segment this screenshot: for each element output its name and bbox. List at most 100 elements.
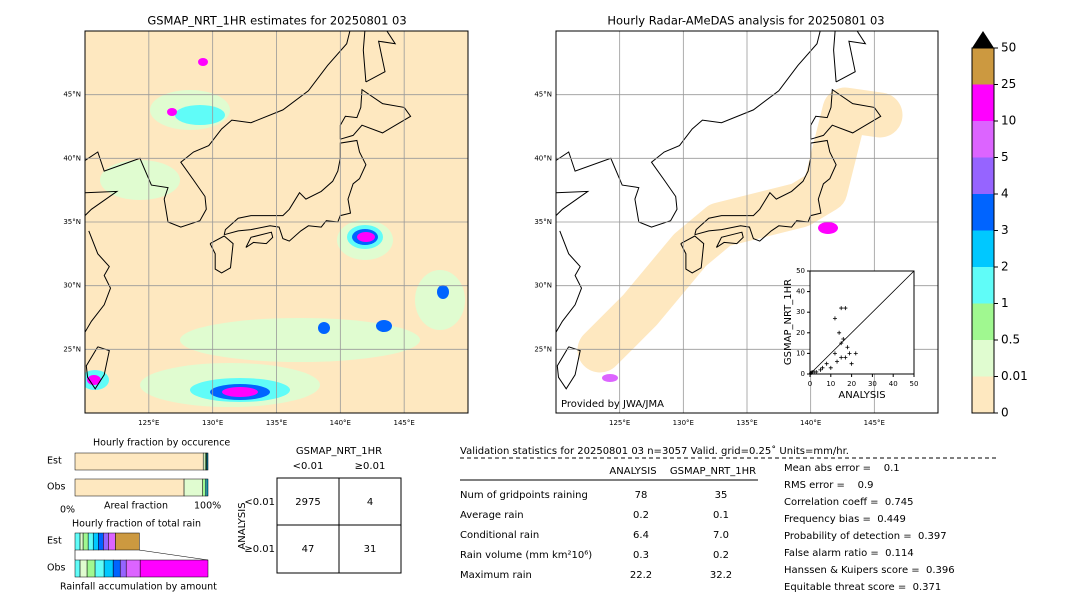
rain-segment	[119, 559, 127, 578]
scatter-point	[832, 316, 837, 321]
lon-tick-label: 135°E	[736, 419, 757, 427]
coastline	[85, 346, 110, 390]
contingency-title: GSMAP_NRT_1HR	[296, 446, 382, 457]
lon-tick-label: 130°E	[202, 419, 223, 427]
scatter-point	[843, 355, 848, 360]
cell: 32.2	[710, 570, 732, 581]
colorbar-segment	[972, 303, 994, 340]
colorbar-label: 1	[1001, 296, 1009, 310]
y-tick-label: 30	[796, 308, 805, 316]
coastline	[556, 230, 583, 334]
contingency-row: ≥0.01	[244, 544, 275, 555]
cell: 0.2	[713, 550, 729, 561]
coastline	[556, 190, 590, 216]
colorbar-label: 2	[1001, 260, 1009, 274]
row-label: Rain volume (mm km²10⁶)	[460, 550, 592, 561]
rain-segment	[94, 559, 105, 578]
lon-tick-label: 135°E	[266, 419, 287, 427]
coastline	[85, 230, 112, 334]
contingency-row: <0.01	[244, 497, 275, 508]
column-header: ANALYSIS	[609, 466, 656, 477]
contingency-value: 2975	[295, 497, 320, 508]
score: Mean abs error = 0.1	[784, 463, 900, 474]
lat-tick-label: 45°N	[534, 91, 552, 99]
fraction-segment	[74, 452, 204, 471]
lat-tick-label: 35°N	[534, 218, 552, 226]
y-tick-label: 0	[801, 370, 805, 378]
fraction-segment	[202, 478, 206, 497]
total-rain-title: Hourly fraction of total rain	[72, 519, 201, 530]
credit: Provided by JWA/JMA	[561, 399, 664, 410]
x-tick-label: 20	[847, 380, 856, 388]
scatter-point	[818, 367, 823, 372]
colorbar-segment	[972, 48, 994, 85]
scatter-point	[832, 351, 837, 356]
colorbar-segment	[972, 121, 994, 158]
colorbar-label: 0.01	[1001, 369, 1028, 383]
row-label: Obs	[47, 563, 66, 574]
colorbar-segment	[972, 340, 994, 377]
colorbar-label: 0	[1001, 406, 1009, 420]
coastline	[680, 235, 705, 274]
score: Equitable threat score = 0.371	[784, 582, 941, 593]
rain-segment	[74, 532, 81, 551]
cell: 35	[715, 490, 728, 501]
lon-tick-label: 145°E	[864, 419, 885, 427]
contingency-value: 31	[364, 544, 377, 555]
colorbar-label: 25	[1001, 77, 1016, 91]
fraction-segment	[74, 478, 185, 497]
colorbar-label: 3	[1001, 223, 1009, 237]
cell: 78	[635, 490, 648, 501]
coastline	[556, 346, 581, 390]
colorbar-segment	[972, 230, 994, 267]
coastline	[209, 235, 234, 274]
lon-tick-label: 140°E	[330, 419, 351, 427]
scatter-point	[839, 355, 844, 360]
rain-segment	[108, 532, 116, 551]
row-label: Average rain	[460, 510, 524, 521]
colorbar-segment	[972, 84, 994, 121]
lat-tick-label: 40°N	[534, 154, 552, 162]
lat-tick-label: 30°N	[63, 282, 81, 290]
row-label: Est	[47, 536, 62, 547]
fraction-segment	[202, 452, 206, 471]
occurrence-xlabel: 100%	[194, 501, 221, 512]
rain-segment	[79, 559, 88, 578]
coastline	[556, 31, 821, 228]
cell: 22.2	[630, 570, 652, 581]
rain-segment	[79, 532, 84, 551]
lon-tick-label: 140°E	[800, 419, 821, 427]
score: RMS error = 0.9	[784, 480, 874, 491]
y-tick-label: 10	[796, 349, 805, 357]
row-label: Num of gridpoints raining	[460, 490, 588, 501]
y-tick-label: 50	[796, 267, 805, 275]
colorbar-segment	[972, 267, 994, 304]
row-label: Maximum rain	[460, 570, 532, 581]
scatter-ylabel: GSMAP_NRT_1HR	[783, 279, 794, 365]
cell: 0.3	[633, 550, 649, 561]
rain-segment	[86, 559, 96, 578]
rain-segment	[92, 532, 99, 551]
validation-title: Validation statistics for 20250801 03 n=…	[460, 445, 849, 457]
coastline	[362, 31, 367, 82]
map-frame	[84, 30, 469, 414]
score: False alarm ratio = 0.114	[784, 548, 914, 559]
scatter-point	[824, 361, 829, 366]
rain-segment	[103, 559, 114, 578]
x-tick-label: 10	[826, 380, 835, 388]
scatter-point	[847, 351, 852, 356]
cell: 6.4	[633, 530, 649, 541]
row-label: Obs	[47, 482, 66, 493]
x-tick-label: 0	[808, 380, 812, 388]
coastline	[833, 31, 837, 82]
scatter-point	[849, 361, 854, 366]
total-rain-xlabel: Rainfall accumulation by amount	[60, 582, 217, 593]
occurrence-xlabel: 0%	[60, 505, 75, 516]
map-left	[85, 31, 468, 413]
lat-tick-label: 40°N	[63, 154, 81, 162]
colorbar-label: 50	[1001, 41, 1016, 55]
column-header: GSMAP_NRT_1HR	[670, 466, 756, 477]
colorbar-label: 0.5	[1001, 333, 1020, 347]
lat-tick-label: 25°N	[534, 345, 552, 353]
